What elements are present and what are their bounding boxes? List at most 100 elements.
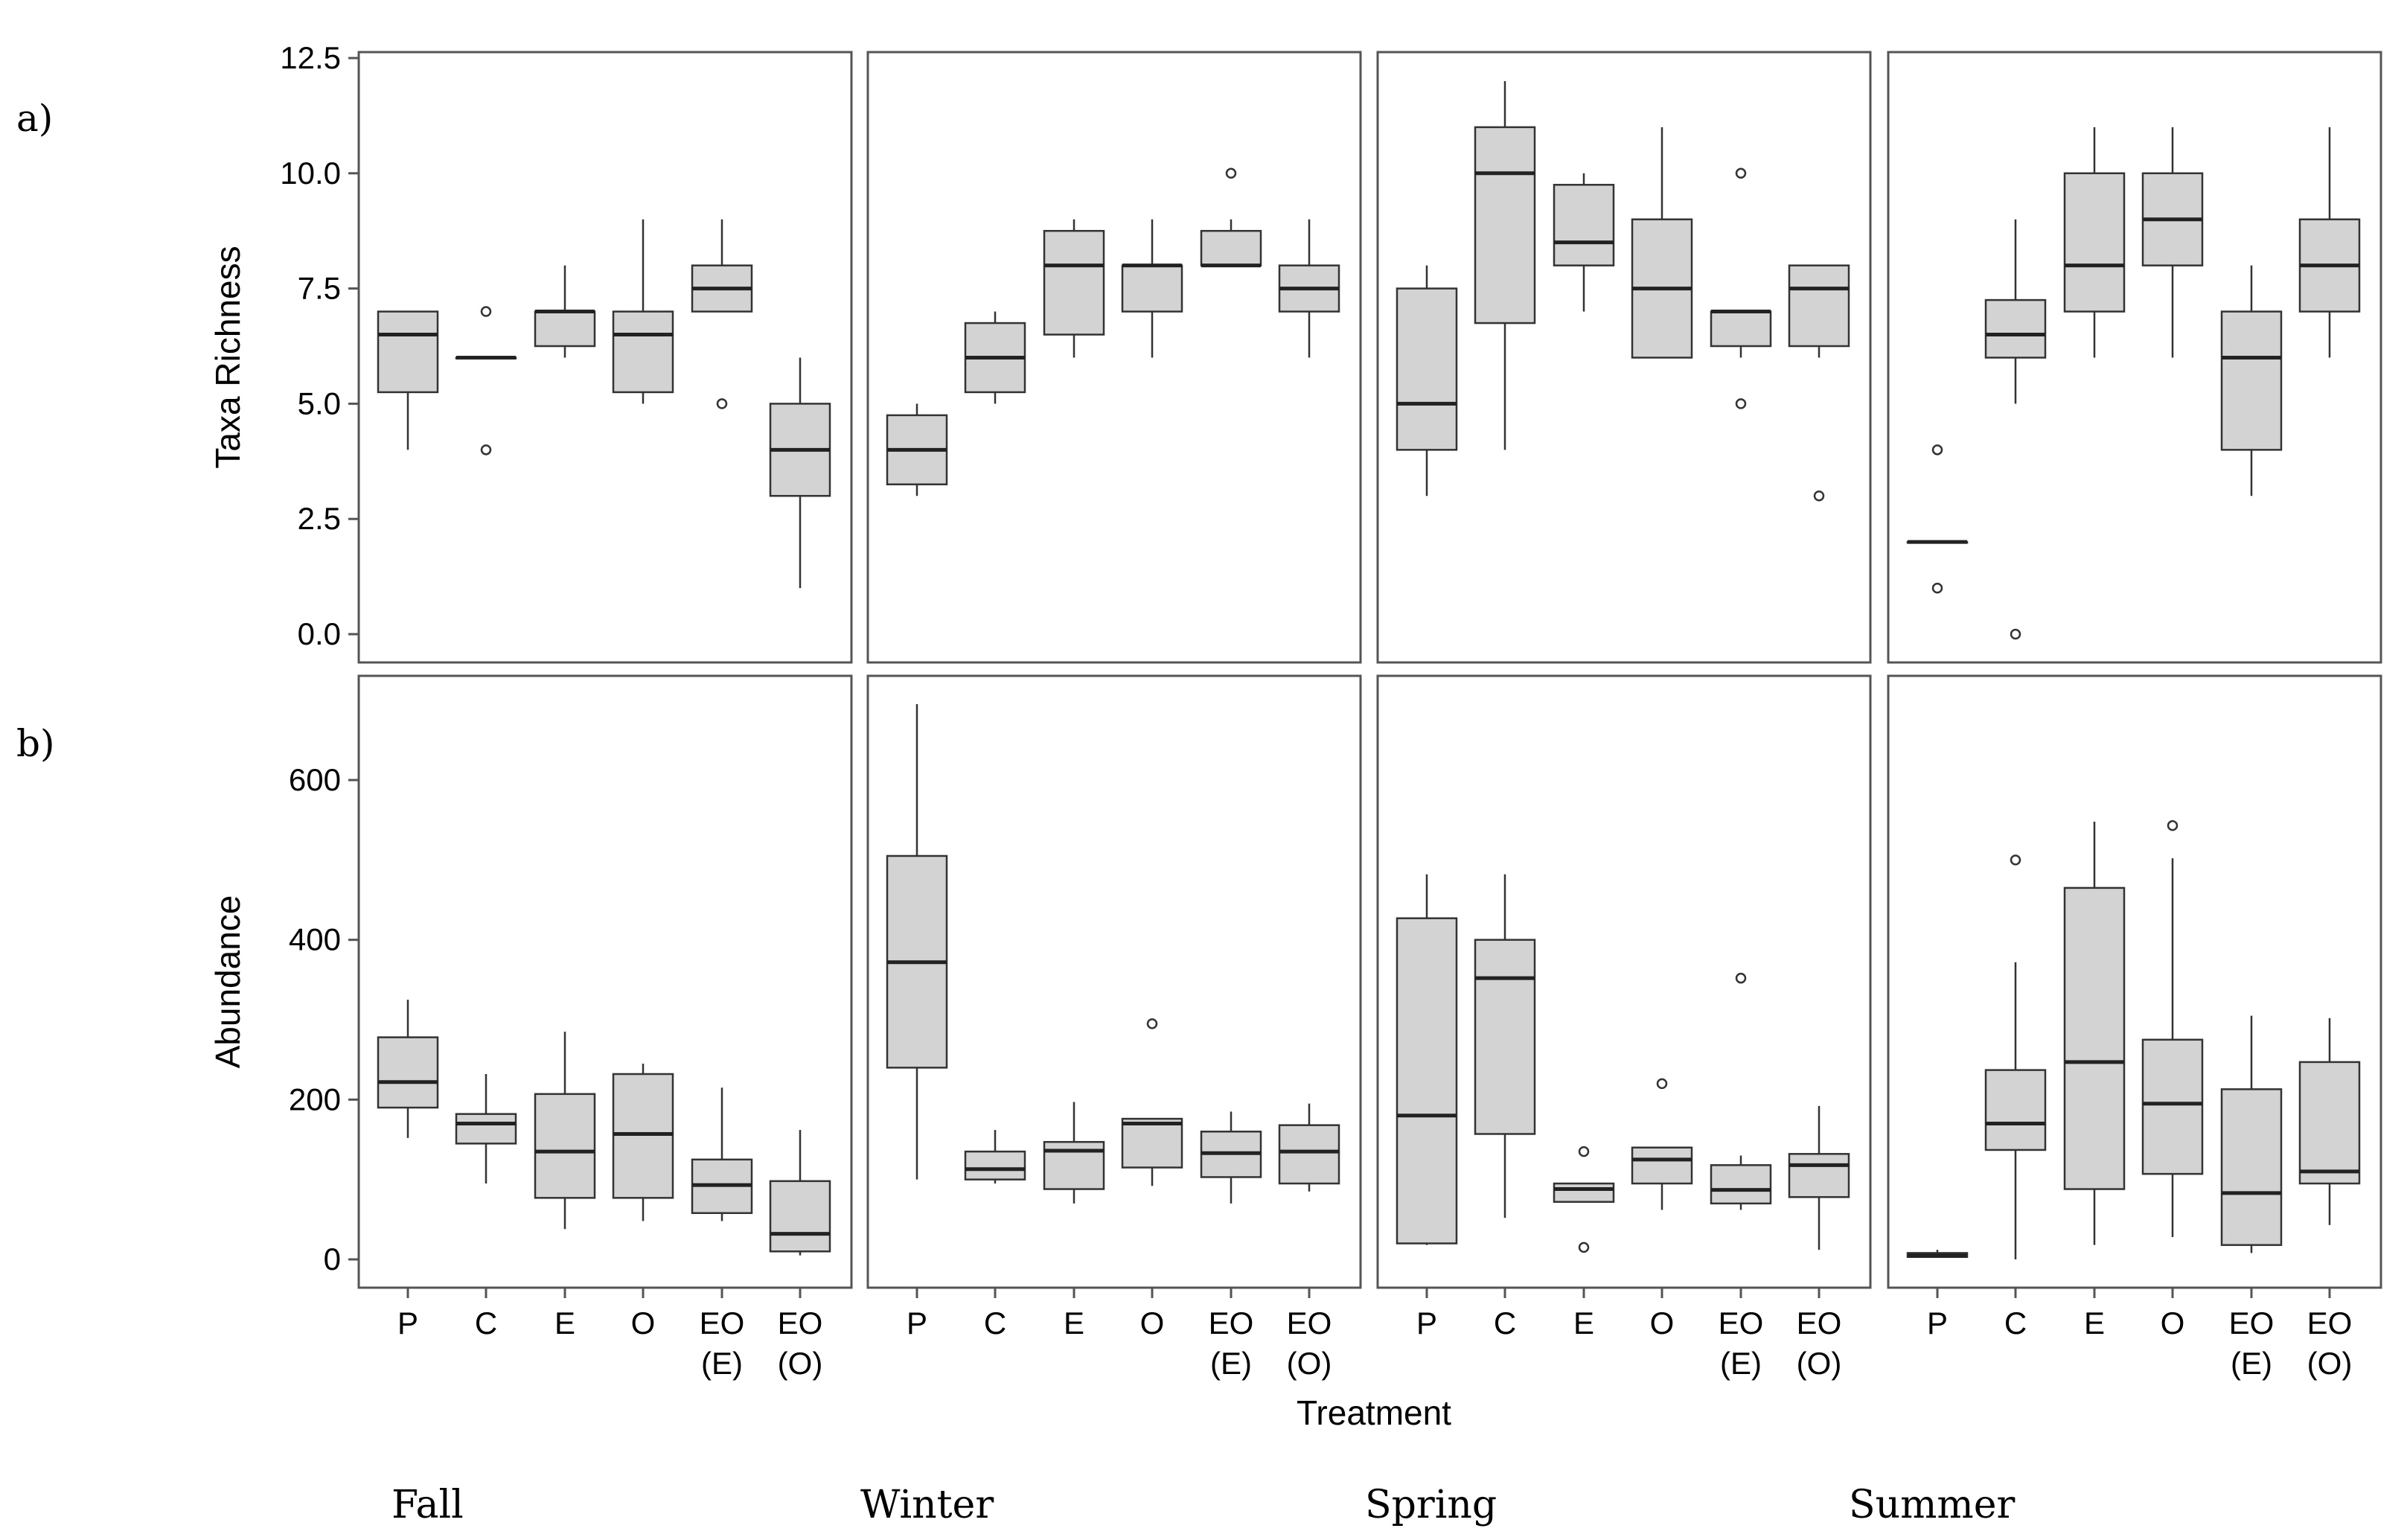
x-tick-label: P [397, 1306, 418, 1341]
x-tick-label: C [475, 1306, 497, 1341]
box-iqr [964, 1150, 1026, 1180]
box-iqr [1710, 310, 1772, 348]
outlier-point [1735, 972, 1747, 984]
box-iqr [1278, 1124, 1340, 1185]
box-a-summer-0 [1906, 444, 1969, 594]
box-a-winter-3 [1121, 219, 1183, 358]
x-axis-title: Treatment [1297, 1393, 1451, 1432]
y-tick-label: 0.0 [298, 616, 341, 651]
outlier-point [1931, 444, 1943, 456]
x-tick-label: (O) [778, 1346, 823, 1381]
x-tick-label: E [1064, 1306, 1084, 1341]
box-iqr [2298, 1061, 2361, 1185]
box-a-fall-3 [612, 219, 674, 404]
box-b-fall-2 [534, 1032, 596, 1230]
box-b-summer-4 [2220, 1015, 2283, 1253]
season-label-winter: Winter [860, 1483, 994, 1527]
y-tick-label: 7.5 [298, 271, 341, 306]
box-iqr [1200, 229, 1262, 266]
box-iqr [769, 1180, 831, 1253]
box-b-spring-0 [1396, 874, 1458, 1245]
x-tick-label: O [2161, 1306, 2185, 1341]
outlier-point [1735, 398, 1747, 409]
box-b-summer-1 [1984, 854, 2047, 1259]
box-a-spring-5 [1788, 264, 1850, 502]
season-label-summer: Summer [1849, 1483, 2016, 1527]
box-a-summer-1 [1984, 219, 2047, 640]
box-a-spring-2 [1553, 173, 1615, 312]
facet-frame [357, 674, 853, 1289]
y-tick-label: 5.0 [298, 386, 341, 421]
box-b-summer-3 [2141, 819, 2204, 1237]
box-a-summer-4 [2220, 265, 2283, 496]
outlier-point [1931, 582, 1943, 594]
box-b-winter-4 [1200, 1111, 1262, 1204]
box-a-fall-2 [534, 265, 596, 358]
box-iqr [1984, 298, 2047, 359]
box-iqr [1553, 1182, 1615, 1203]
box-iqr [455, 1113, 517, 1145]
box-a-summer-5 [2298, 127, 2361, 358]
x-tick-label: (E) [701, 1346, 743, 1381]
box-b-fall-4 [691, 1087, 753, 1221]
box-a-spring-4 [1710, 167, 1772, 409]
box-b-fall-3 [612, 1064, 674, 1221]
x-tick-label: C [2004, 1306, 2027, 1341]
x-tick-label: P [907, 1306, 927, 1341]
y-axis-b: 0 200 400 600 [289, 762, 359, 1277]
box-a-winter-1 [964, 311, 1026, 404]
outlier-point [480, 306, 492, 317]
x-tick-label: EO [1287, 1306, 1332, 1341]
facet-b-fall: P C E O EO(E)EO(O) [357, 674, 853, 1381]
box-b-summer-0 [1906, 1250, 1969, 1259]
box-a-winter-5 [1278, 219, 1340, 358]
box-b-summer-2 [2063, 821, 2126, 1245]
box-b-spring-2 [1553, 1146, 1615, 1253]
box-iqr [612, 310, 674, 394]
box-iqr [1121, 264, 1183, 313]
box-iqr [1396, 917, 1458, 1245]
box-b-spring-4 [1710, 972, 1772, 1210]
facet-frame [1376, 674, 1872, 1289]
y-tick-label: 200 [289, 1081, 341, 1116]
y-tick-label: 12.5 [280, 40, 341, 75]
outlier-point [1813, 490, 1825, 502]
facet-frame [1376, 51, 1872, 664]
facet-a-summer [1887, 51, 2382, 664]
facet-frame [866, 51, 1362, 664]
box-iqr [1710, 1164, 1772, 1205]
box-iqr [1788, 264, 1850, 348]
y-tick-label: 0 [324, 1242, 341, 1277]
box-a-spring-0 [1396, 265, 1458, 496]
box-iqr [2063, 886, 2126, 1190]
panel-label-a: a) [16, 97, 54, 140]
facet-b-spring: P C E O EO(E)EO(O) [1376, 674, 1872, 1381]
box-iqr [1396, 287, 1458, 451]
box-a-fall-5 [769, 357, 831, 589]
box-b-winter-0 [886, 704, 948, 1180]
box-a-winter-0 [886, 403, 948, 496]
facet-frame [1887, 674, 2382, 1289]
box-a-winter-2 [1043, 219, 1105, 358]
box-b-winter-5 [1278, 1103, 1340, 1192]
x-tick-label: EO [1719, 1306, 1764, 1341]
box-b-fall-0 [377, 1000, 439, 1138]
box-b-winter-2 [1043, 1102, 1105, 1204]
x-tick-label: EO [1797, 1306, 1842, 1341]
y-tick-label: 10.0 [280, 156, 341, 191]
box-iqr [2220, 310, 2283, 451]
box-a-summer-3 [2141, 127, 2204, 358]
outlier-point [1225, 167, 1237, 179]
box-iqr [1121, 1117, 1183, 1169]
x-tick-label: EO [2307, 1306, 2353, 1341]
box-iqr [377, 1036, 439, 1109]
outlier-point [2010, 628, 2021, 640]
x-tick-label: E [2084, 1306, 2105, 1341]
panel-label-b: b) [16, 722, 55, 765]
x-tick-label: (O) [1797, 1346, 1842, 1381]
season-label-fall: Fall [391, 1483, 464, 1527]
outlier-point [716, 398, 728, 409]
box-b-winter-1 [964, 1130, 1026, 1184]
x-tick-label: O [1650, 1306, 1675, 1341]
